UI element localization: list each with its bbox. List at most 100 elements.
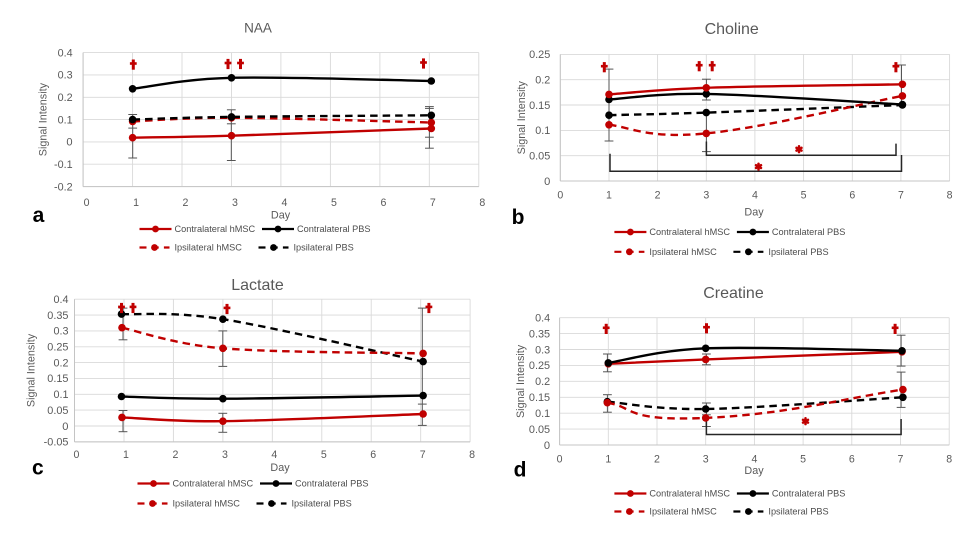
svg-text:8: 8 bbox=[946, 454, 952, 466]
svg-text:6: 6 bbox=[849, 454, 855, 466]
svg-text:7: 7 bbox=[898, 190, 904, 202]
svg-text:0.15: 0.15 bbox=[529, 392, 550, 404]
svg-text:-0.1: -0.1 bbox=[54, 159, 73, 171]
svg-text:Ipsilateral hMSC: Ipsilateral hMSC bbox=[649, 247, 717, 257]
svg-text:0: 0 bbox=[544, 176, 550, 188]
svg-text:Contralateral hMSC: Contralateral hMSC bbox=[649, 489, 730, 499]
svg-text:0: 0 bbox=[544, 440, 550, 452]
svg-text:Ipsilateral PBS: Ipsilateral PBS bbox=[768, 247, 828, 257]
svg-text:0.1: 0.1 bbox=[535, 408, 550, 420]
svg-text:0.2: 0.2 bbox=[535, 376, 550, 388]
svg-text:0.25: 0.25 bbox=[529, 49, 550, 61]
svg-text:2: 2 bbox=[654, 454, 660, 466]
svg-text:3: 3 bbox=[222, 449, 228, 461]
svg-text:7: 7 bbox=[898, 454, 904, 466]
svg-text:Contralateral hMSC: Contralateral hMSC bbox=[175, 224, 256, 234]
svg-text:0.05: 0.05 bbox=[47, 405, 68, 417]
svg-text:5: 5 bbox=[321, 449, 327, 461]
svg-text:4: 4 bbox=[271, 449, 277, 461]
svg-text:Ipsilateral PBS: Ipsilateral PBS bbox=[292, 499, 352, 509]
svg-text:4: 4 bbox=[751, 454, 757, 466]
svg-text:2: 2 bbox=[183, 197, 189, 209]
svg-text:Signal Intensity: Signal Intensity bbox=[515, 344, 527, 418]
svg-text:Contralateral PBS: Contralateral PBS bbox=[772, 227, 846, 237]
svg-text:Ipsilateral hMSC: Ipsilateral hMSC bbox=[649, 507, 717, 517]
svg-text:0.1: 0.1 bbox=[54, 389, 69, 401]
svg-text:0.4: 0.4 bbox=[535, 313, 550, 325]
svg-text:0.1: 0.1 bbox=[58, 114, 73, 126]
svg-text:5: 5 bbox=[331, 197, 337, 209]
svg-text:Day: Day bbox=[271, 209, 291, 221]
svg-text:8: 8 bbox=[469, 449, 475, 461]
svg-text:Contralateral hMSC: Contralateral hMSC bbox=[173, 479, 254, 489]
svg-text:c: c bbox=[32, 456, 44, 479]
svg-text:0.3: 0.3 bbox=[535, 344, 550, 356]
svg-text:6: 6 bbox=[849, 190, 855, 202]
svg-text:5: 5 bbox=[801, 190, 807, 202]
svg-text:4: 4 bbox=[752, 190, 758, 202]
svg-text:0.25: 0.25 bbox=[47, 342, 68, 354]
svg-text:0: 0 bbox=[66, 137, 72, 149]
svg-text:6: 6 bbox=[370, 449, 376, 461]
svg-text:Day: Day bbox=[744, 207, 764, 219]
svg-text:Signal Intensity: Signal Intensity bbox=[26, 333, 38, 407]
svg-text:0.3: 0.3 bbox=[54, 326, 69, 338]
svg-text:0.15: 0.15 bbox=[529, 100, 550, 112]
svg-text:0.05: 0.05 bbox=[529, 424, 550, 436]
svg-text:3: 3 bbox=[703, 454, 709, 466]
svg-text:0.2: 0.2 bbox=[58, 92, 73, 104]
svg-text:0.1: 0.1 bbox=[535, 125, 550, 137]
svg-text:3: 3 bbox=[232, 197, 238, 209]
svg-text:7: 7 bbox=[420, 449, 426, 461]
svg-text:6: 6 bbox=[380, 197, 386, 209]
svg-text:Contralateral PBS: Contralateral PBS bbox=[772, 489, 846, 499]
svg-text:Day: Day bbox=[270, 462, 290, 474]
svg-text:0.2: 0.2 bbox=[535, 75, 550, 87]
svg-text:1: 1 bbox=[606, 190, 612, 202]
svg-text:5: 5 bbox=[800, 454, 806, 466]
svg-text:0: 0 bbox=[84, 197, 90, 209]
svg-text:0.2: 0.2 bbox=[54, 357, 69, 369]
svg-text:1: 1 bbox=[123, 449, 129, 461]
svg-text:NAA: NAA bbox=[244, 21, 272, 36]
svg-text:0.35: 0.35 bbox=[47, 310, 68, 322]
svg-text:4: 4 bbox=[281, 197, 287, 209]
svg-text:Contralateral PBS: Contralateral PBS bbox=[295, 479, 369, 489]
svg-text:0.05: 0.05 bbox=[529, 151, 550, 163]
svg-text:-0.2: -0.2 bbox=[54, 181, 73, 193]
svg-text:0: 0 bbox=[557, 190, 563, 202]
svg-text:8: 8 bbox=[479, 197, 485, 209]
svg-text:b: b bbox=[512, 206, 525, 229]
svg-text:0: 0 bbox=[557, 454, 563, 466]
svg-text:Contralateral hMSC: Contralateral hMSC bbox=[649, 227, 730, 237]
svg-text:Contralateral PBS: Contralateral PBS bbox=[297, 224, 371, 234]
svg-text:0.3: 0.3 bbox=[58, 70, 73, 82]
svg-text:Signal Intensity: Signal Intensity bbox=[38, 82, 50, 156]
svg-text:Ipsilateral PBS: Ipsilateral PBS bbox=[768, 507, 828, 517]
svg-text:0.4: 0.4 bbox=[54, 294, 69, 306]
svg-text:Choline: Choline bbox=[705, 21, 759, 38]
svg-text:3: 3 bbox=[703, 190, 709, 202]
svg-text:8: 8 bbox=[947, 190, 953, 202]
svg-text:-0.05: -0.05 bbox=[44, 437, 69, 449]
svg-text:2: 2 bbox=[172, 449, 178, 461]
svg-text:0.25: 0.25 bbox=[529, 360, 550, 372]
svg-text:Ipsilateral PBS: Ipsilateral PBS bbox=[294, 243, 354, 253]
svg-text:0.35: 0.35 bbox=[529, 328, 550, 340]
svg-text:Ipsilateral hMSC: Ipsilateral hMSC bbox=[173, 499, 241, 509]
svg-text:7: 7 bbox=[430, 197, 436, 209]
svg-text:d: d bbox=[514, 459, 527, 482]
svg-text:0: 0 bbox=[74, 449, 80, 461]
svg-text:Day: Day bbox=[744, 465, 764, 477]
svg-text:0: 0 bbox=[62, 421, 68, 433]
svg-text:Lactate: Lactate bbox=[231, 277, 284, 294]
svg-text:1: 1 bbox=[605, 454, 611, 466]
svg-text:a: a bbox=[33, 204, 45, 227]
svg-text:2: 2 bbox=[655, 190, 661, 202]
svg-text:Creatine: Creatine bbox=[703, 285, 764, 302]
svg-text:0.4: 0.4 bbox=[58, 47, 73, 59]
svg-text:0.15: 0.15 bbox=[47, 373, 68, 385]
svg-text:Signal Intensity: Signal Intensity bbox=[516, 80, 528, 154]
svg-text:1: 1 bbox=[133, 197, 139, 209]
svg-text:Ipsilateral hMSC: Ipsilateral hMSC bbox=[175, 243, 243, 253]
